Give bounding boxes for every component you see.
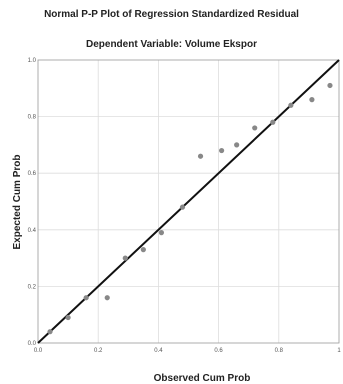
y-tick-label: 1.0 [28, 58, 37, 64]
x-axis-ticks: 0.0 0.2 0.4 0.6 0.8 1 [34, 348, 342, 354]
x-tick-label: 1 [337, 348, 341, 354]
plot-frame [37, 59, 340, 344]
data-point [158, 230, 165, 236]
data-point [252, 125, 258, 131]
data-point [309, 97, 315, 103]
y-axis-label: Expected Cum Prob [12, 154, 23, 249]
reference-line [37, 59, 340, 344]
data-point [104, 295, 110, 301]
x-tick-label: 0.6 [214, 348, 223, 354]
data-point [270, 119, 276, 125]
data-point [140, 247, 146, 253]
data-points [47, 82, 333, 335]
data-point [65, 314, 71, 321]
x-tick-label: 0.0 [34, 348, 43, 354]
data-point [234, 142, 240, 148]
chart-subtitle: Dependent Variable: Volume Ekspor [86, 39, 257, 50]
x-tick-label: 0.8 [275, 348, 284, 354]
data-point [288, 102, 294, 108]
data-point [197, 153, 204, 159]
data-point [122, 255, 128, 261]
y-tick-label: 0.8 [28, 115, 37, 121]
y-tick-label: 0.0 [28, 341, 37, 347]
data-point [219, 147, 225, 154]
y-tick-label: 0.6 [28, 171, 37, 177]
grid [38, 60, 339, 343]
y-tick-label: 0.2 [28, 284, 37, 290]
data-point [327, 82, 333, 89]
reference-line-group [37, 59, 340, 344]
x-tick-label: 0.4 [154, 348, 163, 354]
x-tick-label: 0.2 [94, 348, 103, 354]
x-axis-label: Observed Cum Prob [154, 373, 251, 384]
data-point [179, 204, 186, 210]
data-point [83, 295, 89, 301]
y-tick-label: 0.4 [28, 228, 37, 234]
data-point [47, 329, 53, 335]
chart-title: Normal P-P Plot of Regression Standardiz… [44, 9, 299, 20]
y-axis-ticks: 0.0 0.2 0.4 0.6 0.8 1.0 [28, 58, 37, 347]
